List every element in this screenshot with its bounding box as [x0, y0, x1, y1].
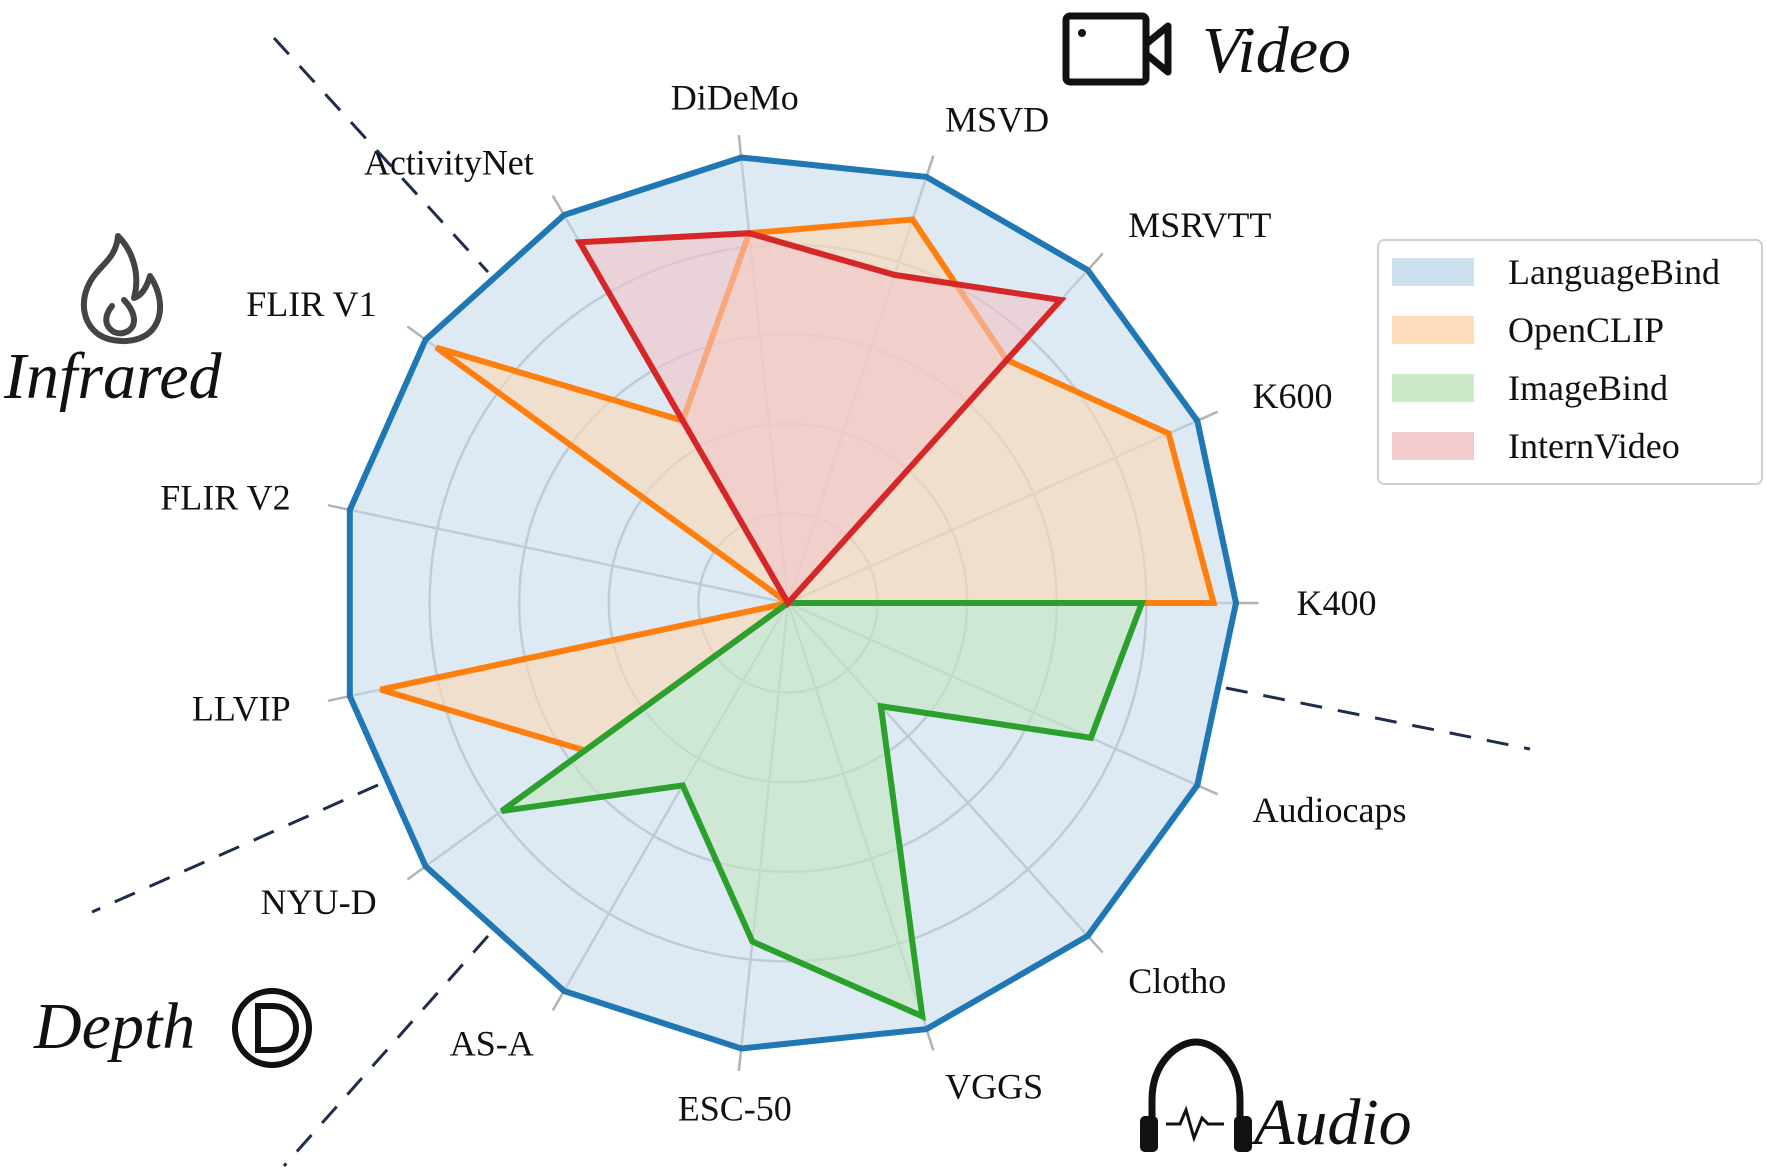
legend-label-imagebind: ImageBind: [1508, 368, 1668, 408]
axis-label-clotho: Clotho: [1128, 961, 1226, 1001]
axis-label-as-a: AS-A: [450, 1023, 534, 1063]
legend-swatch-languagebind: [1392, 258, 1474, 286]
legend-swatch-imagebind: [1392, 374, 1474, 402]
axis-label-llvip: LLVIP: [192, 689, 291, 729]
legend-frame: [1377, 239, 1763, 485]
series-line-internvideo: [574, 230, 1067, 609]
legend-label-internvideo: InternVideo: [1508, 426, 1680, 466]
modality-label-video: Video: [1202, 14, 1351, 87]
series-line-imagebind: [499, 600, 1147, 1022]
modality-label-infrared: Infrared: [3, 340, 223, 413]
separator-video-infrared: [272, 36, 490, 274]
series-line-languagebind: [346, 154, 1240, 1052]
depth-d-icon: [232, 988, 312, 1068]
axis-label-didemo: DiDeMo: [671, 77, 799, 117]
separator-video-audio: [1225, 686, 1531, 751]
legend-swatch-internvideo: [1392, 432, 1474, 460]
axis-label-vggs: VGGS: [945, 1067, 1043, 1107]
video-camera-icon: [1062, 12, 1172, 86]
axis-label-k600: K600: [1253, 376, 1333, 416]
axis-label-msvd: MSVD: [945, 99, 1049, 139]
series-area-internvideo: [579, 233, 1061, 603]
legend-swatch-openclip: [1392, 316, 1474, 344]
axis-label-audiocaps: Audiocaps: [1253, 790, 1407, 830]
axis-label-esc-50: ESC-50: [678, 1089, 792, 1129]
axis-labels: K400 K600 MSRVTT MSVD DiDeMo ActivityNet FLIR …: [160, 77, 1406, 1128]
legend-label-openclip: OpenCLIP: [1508, 310, 1664, 350]
series-area-imagebind: [501, 603, 1142, 1017]
axis-label-k400: K400: [1297, 583, 1377, 623]
separator-infrared-depth: [91, 783, 379, 914]
axis-label-flir-v2: FLIR V2: [160, 477, 290, 517]
legend: LanguageBind OpenCLIP ImageBind InternVideo: [1377, 239, 1763, 485]
radar-series: [346, 154, 1240, 1052]
legend-label-languagebind: LanguageBind: [1508, 252, 1720, 292]
flame-icon: [80, 233, 163, 344]
axis-label-activitynet: ActivityNet: [364, 143, 534, 183]
separator-depth-audio: [282, 935, 490, 1167]
axis-label-nyu-d: NYU-D: [261, 882, 377, 922]
modality-separators: [91, 36, 1531, 1167]
headphones-icon: [1140, 1038, 1252, 1152]
axis-label-flir-v1: FLIR V1: [246, 284, 376, 324]
modality-label-depth: Depth: [33, 990, 195, 1063]
modality-label-audio: Audio: [1250, 1086, 1412, 1159]
axis-label-msrvtt: MSRVTT: [1128, 205, 1271, 245]
